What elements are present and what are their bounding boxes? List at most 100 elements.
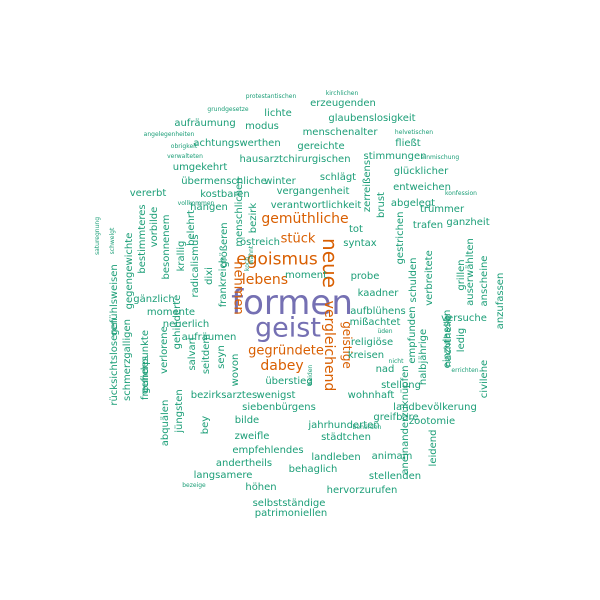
word-lichte: lichte xyxy=(264,108,292,119)
word-errichten: errichten xyxy=(451,367,479,374)
word-juengsten: jüngsten xyxy=(174,389,185,433)
word-moment: moment xyxy=(284,270,328,281)
word-missachtet: mißachtet xyxy=(349,317,401,328)
word-hervorzurufen: hervorzurufen xyxy=(326,485,398,496)
word-aufbluehens: aufblühens xyxy=(350,306,406,317)
word-bey: bey xyxy=(200,415,211,435)
word-frankreich: frankreich xyxy=(218,256,229,308)
word-siebenbuergens: siebenbürgens xyxy=(242,402,316,413)
word-salvari: salvari xyxy=(187,337,198,371)
word-verwalteten: verwalteten xyxy=(167,153,203,160)
word-dabey: dabey xyxy=(260,358,304,374)
word-trafen: trafen xyxy=(412,220,444,231)
word-seitdem: seitdem xyxy=(201,333,212,375)
word-jahrhunderten: jahrhunderten xyxy=(308,420,380,431)
word-schlaegt: schlägt xyxy=(319,172,357,183)
word-gluecklicher: glücklicher xyxy=(393,166,449,177)
word-nicht: nicht xyxy=(388,358,404,365)
word-bezirk: bezirk xyxy=(248,202,259,234)
word-wovon: wovon xyxy=(230,353,241,387)
word-greifbare: greifbare xyxy=(373,412,419,423)
word-andertheils: andertheils xyxy=(215,458,273,469)
word-fliesst: fließt xyxy=(395,138,421,149)
word-bestimmteres: bestimmteres xyxy=(137,204,148,274)
word-gaenzlich: gänzlich xyxy=(133,294,175,305)
word-kostbaren: kostbaren xyxy=(200,189,250,200)
word-koch: koch xyxy=(244,256,251,272)
word-selbststaendige: selbstständige xyxy=(252,498,326,509)
word-menschlichen: menschlichen xyxy=(234,177,245,247)
word-angelegenheiten: angelegenheiten xyxy=(143,131,195,138)
word-obrigkeit: obrigkeit xyxy=(170,143,198,150)
word-uebermenschliche: übermenschliche xyxy=(181,176,267,187)
word-civilehe: civilehe xyxy=(479,359,490,399)
word-auserwaehlten: auserwählten xyxy=(465,238,476,306)
word-vergangenheit: vergangenheit xyxy=(276,186,350,197)
word-erzeugenden: erzeugenden xyxy=(310,98,376,109)
word-tot: tot xyxy=(349,224,363,235)
word-zerreissens: zerreißens xyxy=(362,159,373,213)
word-schwelgt: schwelgt xyxy=(109,227,116,255)
word-aufraeumen: aufräumen xyxy=(181,332,237,343)
word-bezeige: bezeige xyxy=(182,482,206,489)
word-oestreich: östreich xyxy=(240,237,280,248)
word-modus: modus xyxy=(245,121,279,132)
word-landleben: landleben xyxy=(311,452,361,463)
word-besonnenem: besonnenem xyxy=(161,214,172,280)
word-versuche: versuche xyxy=(441,313,487,324)
word-kaadner: kaadner xyxy=(357,288,399,299)
word-nad: nad xyxy=(375,364,395,375)
word-beiden: beiden xyxy=(307,364,314,386)
word-vollkommen: vollkommen xyxy=(177,200,215,207)
word-ganzheit: ganzheit xyxy=(446,217,490,228)
word-kreisen: kreisen xyxy=(347,350,385,361)
word-zootomie: zootomie xyxy=(408,416,456,427)
word-aufraeumung: aufräumung xyxy=(174,118,236,129)
word-wenigst: wenigst xyxy=(256,390,296,401)
word-seyn: seyn xyxy=(216,345,227,369)
word-gegruendete: gegründete xyxy=(248,343,324,359)
word-zweifle: zweifle xyxy=(234,431,270,442)
word-langsamere: langsamere xyxy=(193,470,253,481)
word-protestantischen: protestantischen xyxy=(245,93,297,100)
word-stellung: stellung xyxy=(381,380,421,391)
word-achtungswerthen: achtungswerthen xyxy=(193,138,281,149)
word-saturegnung: saturegnung xyxy=(94,216,101,256)
word-empfunden: empfunden xyxy=(407,306,418,364)
word-helvetischen: helvetischen xyxy=(394,129,434,136)
word-entweichen: entweichen xyxy=(393,182,451,193)
word-verbreitete: verbreitete xyxy=(424,250,435,306)
word-staedtchen: städtchen xyxy=(321,432,371,443)
word-religioese: religiöse xyxy=(350,337,394,348)
word-ledig: ledig xyxy=(456,327,467,353)
word-konfession: konfession xyxy=(445,190,477,197)
word-grundgesetze: grundgesetze xyxy=(207,106,249,113)
word-kirchlichen: kirchlichen xyxy=(325,90,359,97)
word-behoerden: behörden xyxy=(352,424,382,431)
word-winter: winter xyxy=(264,176,296,187)
word-verlorene: verlorene xyxy=(159,326,170,374)
word-landbevoelkerung: landbevölkerung xyxy=(393,402,477,413)
word-belehrt: belehrt xyxy=(186,210,197,246)
word-momente: momente xyxy=(146,307,196,318)
word-verantwortlichkeit: verantwortlichkeit xyxy=(270,200,362,211)
word-empfehlendes: empfehlendes xyxy=(232,445,304,456)
word-bezirksarztes: bezirksarztes xyxy=(190,390,258,401)
word-abquaelen: abquälen xyxy=(160,399,171,447)
word-behaglich: behaglich xyxy=(288,464,338,475)
word-brust: brust xyxy=(376,192,387,218)
word-anscheine: anscheine xyxy=(479,255,490,307)
word-glaubenslosigkeit: glaubenslosigkeit xyxy=(328,113,416,124)
word-schulden: schulden xyxy=(408,257,419,303)
word-hausarztchirurgischen: hausarztchirurgischen xyxy=(239,154,351,165)
word-hoehen: höhen xyxy=(245,482,277,493)
word-gestrichen: gestrichen xyxy=(395,211,406,265)
word-umgekehrt: umgekehrt xyxy=(172,162,228,173)
word-gehinderte: gehinderte xyxy=(172,294,183,350)
word-abgelegt: abgelegt xyxy=(390,198,436,209)
word-ueden: üden xyxy=(377,328,393,335)
word-gefierpunkte: gefierpunkte xyxy=(140,330,151,394)
word-anzufassen: anzufassen xyxy=(495,272,506,330)
word-ueberstieg: überstieg xyxy=(265,376,313,387)
